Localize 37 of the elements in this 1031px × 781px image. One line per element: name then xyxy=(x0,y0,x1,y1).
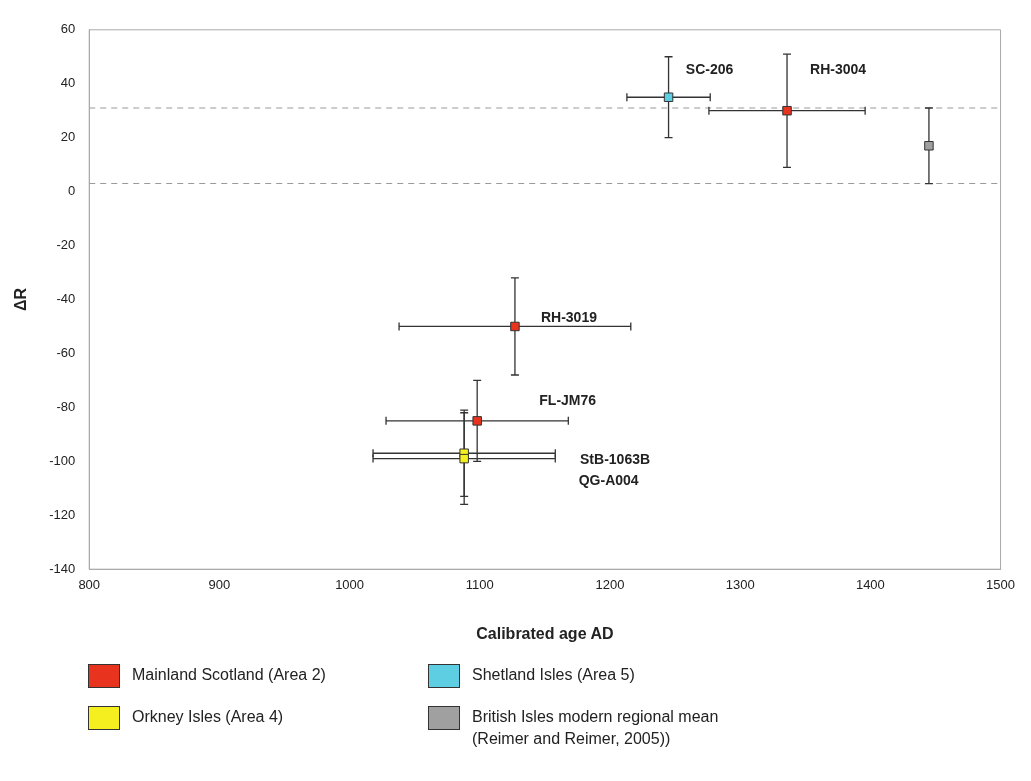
y-axis-title: ΔR xyxy=(12,287,30,312)
point xyxy=(510,321,520,332)
annotation: RH-3004 xyxy=(810,60,867,77)
annotation: QG-A004 xyxy=(578,472,639,489)
y-tick-label: -80 xyxy=(56,398,76,414)
annotation: StB-1063B xyxy=(580,450,651,467)
y-tick-label: -40 xyxy=(56,291,76,307)
y-tick-label: -20 xyxy=(56,237,76,253)
point xyxy=(472,416,482,426)
x-tick-label: 1200 xyxy=(595,576,625,592)
x-tick-label: 800 xyxy=(78,576,101,592)
annotation: RH-3019 xyxy=(540,309,598,326)
y-tick-label: -60 xyxy=(56,345,76,361)
y-tick-label: 40 xyxy=(60,75,76,91)
x-tick-label: 1000 xyxy=(335,576,365,592)
x-tick-label: 1100 xyxy=(465,576,494,592)
y-tick-label: 20 xyxy=(60,129,76,145)
y-tick-label: -120 xyxy=(49,506,76,522)
x-tick-label: 1400 xyxy=(855,576,885,592)
point xyxy=(663,92,674,102)
y-tick-label: -100 xyxy=(49,452,76,468)
x-axis-title: Calibrated age AD xyxy=(476,624,614,642)
legend-label: Shetland Isles (Area 5) xyxy=(472,665,635,685)
x-tick-label: 1500 xyxy=(986,576,1015,592)
annotation: SC-206 xyxy=(685,61,734,78)
annotation: FL-JM76 xyxy=(539,392,597,409)
point xyxy=(924,141,934,151)
x-tick-label: 1300 xyxy=(725,576,755,592)
y-tick-label: 60 xyxy=(60,21,76,37)
point xyxy=(459,453,469,464)
y-tick-label: 0 xyxy=(67,183,76,199)
point xyxy=(782,105,792,116)
legend-label: British Isles modern regional mean (Reimer and Reimer, 2005)) xyxy=(472,707,720,749)
legend-label: Orkney Isles (Area 4) xyxy=(132,707,284,727)
x-tick-label: 900 xyxy=(208,576,231,592)
legend-label: Mainland Scotland (Area 2) xyxy=(132,665,326,685)
y-tick-label: -140 xyxy=(49,560,76,576)
